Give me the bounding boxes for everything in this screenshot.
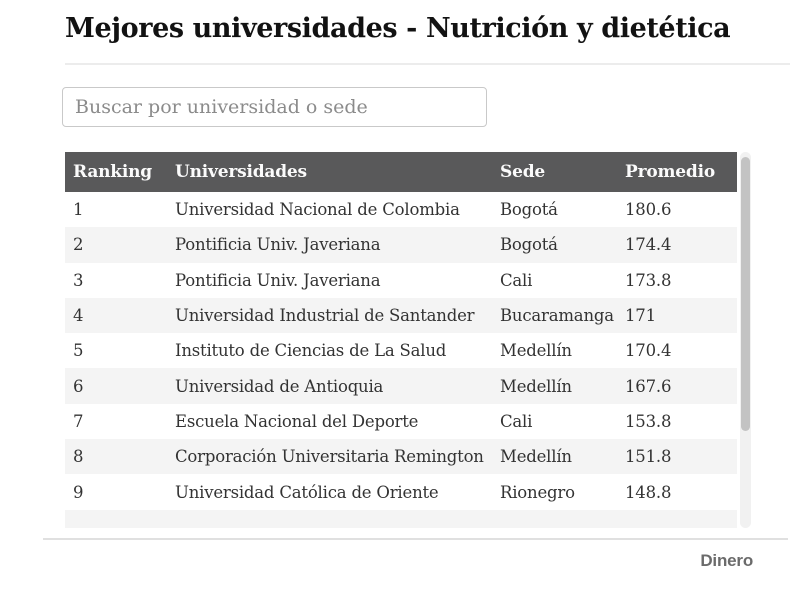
- cell-promedio: 173.8: [625, 270, 672, 290]
- cell-promedio: 180.6: [625, 200, 672, 220]
- cell-universidad: Universidad Nacional de Colombia: [175, 200, 460, 220]
- table-row: 6 Universidad de Antioquia Medellín 167.…: [65, 368, 737, 404]
- cell-ranking: 1: [73, 200, 84, 220]
- cell-promedio: 171: [625, 306, 656, 326]
- cell-universidad: Pontificia Univ. Javeriana: [175, 270, 381, 290]
- brand-logo: Dinero: [700, 551, 753, 570]
- cell-promedio: 148.8: [625, 482, 672, 502]
- cell-universidad: Pontificia Univ. Javeriana: [175, 235, 381, 255]
- table-scrollbar[interactable]: [740, 152, 751, 528]
- cell-sede: Cali: [500, 270, 533, 290]
- cell-ranking: 2: [73, 235, 84, 255]
- table-row: 9 Universidad Católica de Oriente Rioneg…: [65, 474, 737, 510]
- cell-sede: Medellín: [500, 376, 572, 396]
- cell-sede: Medellín: [500, 341, 572, 361]
- search-input[interactable]: [62, 87, 487, 127]
- cell-ranking: 8: [73, 447, 84, 467]
- footer-divider: [43, 538, 788, 540]
- cell-universidad: Universidad de Antioquia: [175, 376, 384, 396]
- column-header-sede: Sede: [500, 162, 545, 182]
- table-row: 5 Instituto de Ciencias de La Salud Mede…: [65, 333, 737, 369]
- table-row: 1 Universidad Nacional de Colombia Bogot…: [65, 192, 737, 228]
- table-row: 8 Corporación Universitaria Remington Me…: [65, 439, 737, 475]
- table-row: 2 Pontificia Univ. Javeriana Bogotá 174.…: [65, 227, 737, 263]
- cell-ranking: 4: [73, 306, 84, 326]
- column-header-promedio: Promedio: [625, 162, 715, 182]
- cell-universidad: Escuela Nacional del Deporte: [175, 411, 419, 431]
- cell-universidad: Universidad Industrial de Santander: [175, 306, 475, 326]
- table-row: 4 Universidad Industrial de Santander Bu…: [65, 297, 737, 334]
- page-title: Mejores universidades - Nutrición y diet…: [65, 13, 731, 44]
- cell-promedio: 174.4: [625, 235, 672, 255]
- cell-ranking: 6: [73, 376, 84, 396]
- table-header-row: Ranking Universidades Sede Promedio: [65, 152, 737, 192]
- cell-promedio: 151.8: [625, 447, 672, 467]
- table-body: 1 Universidad Nacional de Colombia Bogot…: [65, 192, 737, 510]
- cell-universidad: Universidad Católica de Oriente: [175, 482, 439, 502]
- column-header-ranking: Ranking: [73, 162, 152, 182]
- cell-universidad: Instituto de Ciencias de La Salud: [175, 341, 447, 361]
- cell-sede: Cali: [500, 411, 533, 431]
- cell-universidad: Corporación Universitaria Remington: [175, 447, 484, 467]
- cell-sede: Rionegro: [500, 482, 575, 502]
- title-divider: [65, 63, 790, 65]
- cell-sede: Bogotá: [500, 235, 558, 255]
- cell-ranking: 7: [73, 411, 84, 431]
- cell-ranking: 5: [73, 341, 84, 361]
- cell-promedio: 153.8: [625, 411, 672, 431]
- cell-sede: Bogotá: [500, 200, 558, 220]
- cell-sede: Bucaramanga: [500, 306, 614, 326]
- column-header-universidades: Universidades: [175, 162, 307, 182]
- ranking-table: Ranking Universidades Sede Promedio 1 Un…: [65, 152, 737, 528]
- cell-ranking: 3: [73, 270, 84, 290]
- cell-promedio: 170.4: [625, 341, 672, 361]
- cell-promedio: 167.6: [625, 376, 672, 396]
- scrollbar-thumb[interactable]: [741, 157, 750, 431]
- table-row: 3 Pontificia Univ. Javeriana Cali 173.8: [65, 262, 737, 298]
- cell-sede: Medellín: [500, 447, 572, 467]
- table-row: 7 Escuela Nacional del Deporte Cali 153.…: [65, 403, 737, 440]
- table-row-partial: [65, 509, 737, 528]
- cell-ranking: 9: [73, 482, 84, 502]
